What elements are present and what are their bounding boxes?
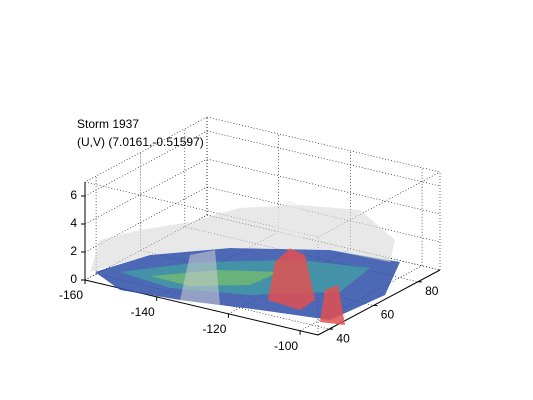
x-tick-label: -140	[131, 305, 155, 319]
x-tick-label: -160	[59, 288, 83, 302]
chart-subtitle: (U,V) (7.0161,-0.51597)	[77, 135, 204, 149]
surface-patch	[270, 200, 310, 245]
grid-line	[84, 186, 208, 253]
surface-patch	[180, 250, 220, 305]
y-tick-label: 60	[381, 308, 395, 322]
chart-title: Storm 1937	[77, 117, 139, 131]
grid-line	[206, 130, 441, 187]
surface-patch	[90, 205, 395, 272]
z-tick-label: 4	[70, 216, 77, 230]
box-edge	[84, 181, 319, 238]
storm-surface	[90, 200, 400, 325]
grid-line	[84, 130, 208, 197]
y-tick-label: 40	[336, 331, 350, 345]
x-tick-label: -120	[202, 322, 226, 336]
y-tick-label: 80	[425, 284, 439, 298]
z-tick-label: 0	[70, 272, 77, 286]
grid-line	[206, 186, 441, 243]
grid-line	[84, 158, 208, 225]
z-tick-label: 6	[70, 188, 77, 202]
box-edge	[206, 116, 441, 173]
surface-patch	[320, 285, 345, 325]
box-edge	[84, 116, 208, 183]
grid-line	[206, 158, 441, 215]
surface-patch	[268, 248, 315, 310]
x-tick-label: -100	[274, 339, 298, 353]
z-tick-label: 2	[70, 244, 77, 258]
box-edge	[317, 171, 441, 238]
